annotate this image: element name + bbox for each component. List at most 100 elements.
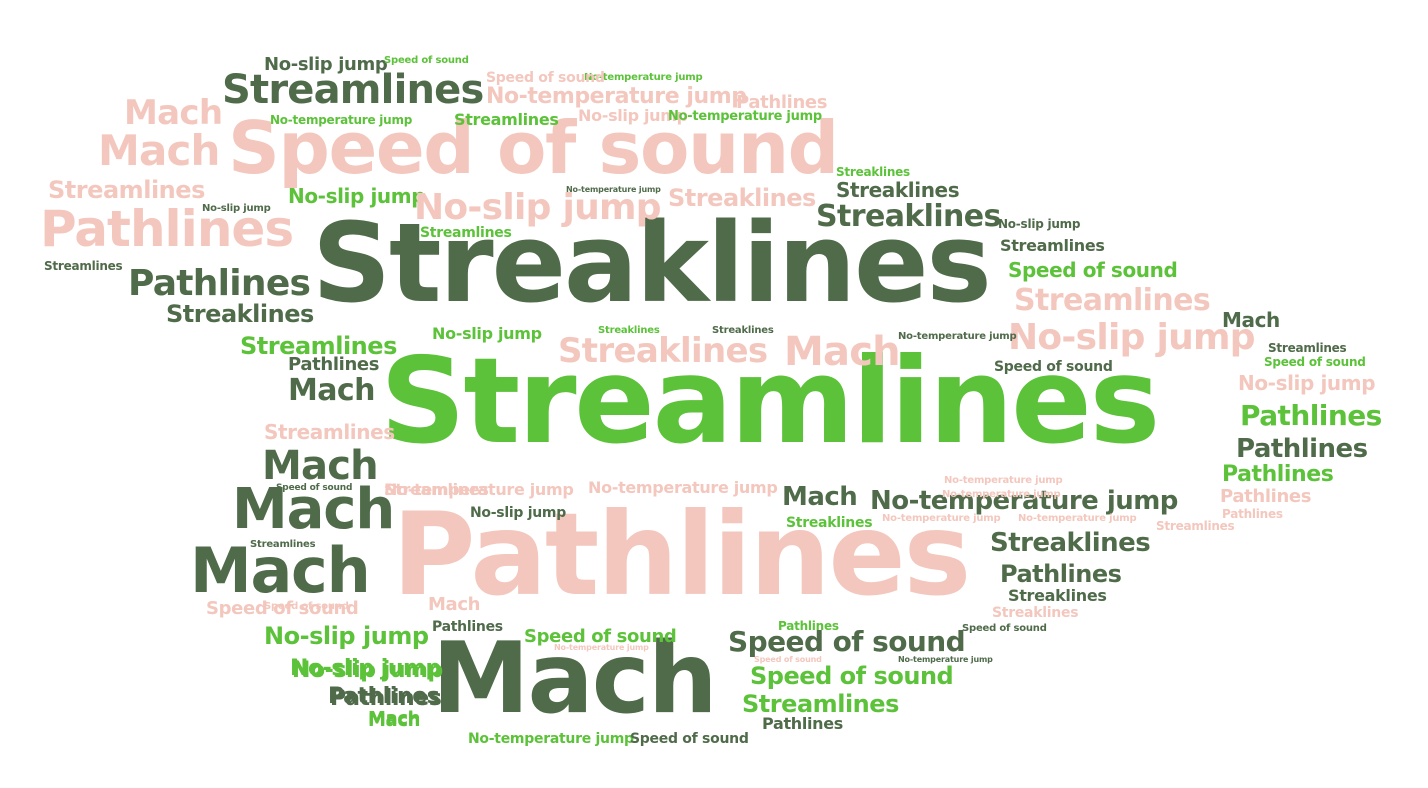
cloud-word: Mach xyxy=(368,710,421,731)
cloud-word: No-temperature jump xyxy=(588,478,778,497)
cloud-word: Pathlines xyxy=(736,92,828,113)
cloud-word: No-slip jump xyxy=(202,203,271,214)
cloud-word: Mach xyxy=(288,373,375,408)
cloud-word: Streamlines xyxy=(1156,519,1235,533)
cloud-word: Speed of sound xyxy=(1008,258,1178,282)
cloud-word: Mach xyxy=(428,594,481,615)
cloud-word: No-slip jump xyxy=(432,324,542,343)
cloud-word: Speed of sound xyxy=(630,731,749,747)
cloud-word: No-slip jump xyxy=(264,54,388,75)
cloud-word: Streamlines xyxy=(250,539,316,550)
cloud-word: Streaklines xyxy=(598,325,660,336)
cloud-word: Mach xyxy=(368,708,421,729)
cloud-word: Speed of sound xyxy=(206,598,359,619)
cloud-word: Speed of sound xyxy=(754,655,822,664)
cloud-word: Pathlines xyxy=(1220,486,1312,507)
cloud-word: Mach xyxy=(784,329,901,375)
cloud-word: No-slip jump xyxy=(264,622,429,650)
cloud-word: Mach xyxy=(232,477,395,542)
cloud-word: Streamlines xyxy=(240,332,397,360)
cloud-word: Speed of sound xyxy=(1264,355,1366,369)
cloud-word: Streaklines xyxy=(558,331,768,371)
cloud-word: Pathlines xyxy=(40,200,294,258)
cloud-word: Streaklines xyxy=(836,165,910,179)
cloud-word: No-temperature jump xyxy=(898,655,993,664)
cloud-word: Streamlines xyxy=(420,225,512,241)
cloud-word: Pathlines xyxy=(1222,462,1334,487)
cloud-word: Speed of sound xyxy=(228,106,839,190)
cloud-word: Streaklines xyxy=(816,199,1001,234)
cloud-word: Streaklines xyxy=(312,199,992,327)
cloud-word: Pathlines xyxy=(328,684,440,709)
cloud-word: Speed of sound xyxy=(264,601,349,612)
cloud-word: Streaklines xyxy=(992,605,1079,621)
cloud-word: Speed of sound xyxy=(750,662,954,690)
cloud-word: No-temperature jump xyxy=(468,731,634,747)
cloud-word: No-slip jump xyxy=(578,106,688,125)
cloud-word: Mach xyxy=(190,534,371,607)
cloud-word: Speed of sound xyxy=(486,70,605,86)
cloud-word: Pathlines xyxy=(1222,507,1283,521)
cloud-word: Streamlines xyxy=(742,690,899,718)
cloud-word: Pathlines xyxy=(128,263,311,304)
cloud-word: Pathlines xyxy=(330,686,442,711)
cloud-word: Streaklines xyxy=(1008,586,1107,605)
cloud-word: Streamlines xyxy=(264,420,395,444)
cloud-word: No-temperature jump xyxy=(566,185,661,194)
cloud-word: Streamlines xyxy=(1014,283,1211,318)
cloud-word: Speed of sound xyxy=(994,359,1113,375)
cloud-word: Streamlines xyxy=(48,176,205,204)
cloud-word: Speed of sound xyxy=(962,623,1047,634)
cloud-word: Mach xyxy=(98,126,220,175)
cloud-word: No-temperature jump xyxy=(944,475,1063,486)
cloud-word: Streaklines xyxy=(166,300,314,328)
cloud-word: No-temperature jump xyxy=(584,72,703,83)
cloud-word: Speed of sound xyxy=(276,483,353,493)
cloud-word: Mach xyxy=(432,622,718,736)
cloud-word: Speed of sound xyxy=(524,626,677,647)
cloud-word: Pathlines xyxy=(432,619,503,635)
cloud-word: Mach xyxy=(262,443,379,489)
cloud-word: Mach xyxy=(1222,308,1280,332)
cloud-word: Pathlines xyxy=(392,488,971,621)
cloud-word: Speed of sound xyxy=(728,625,966,658)
cloud-word: No-temperature jump xyxy=(486,84,747,109)
cloud-word: Pathlines xyxy=(778,619,839,633)
cloud-word: No-temperature jump xyxy=(942,489,1061,500)
cloud-word: Streamlines xyxy=(1268,341,1347,355)
cloud-word: No-slip jump xyxy=(998,217,1081,231)
cloud-word: No-temperature jump xyxy=(270,113,413,127)
cloud-word: No-slip jump xyxy=(1238,371,1376,395)
cloud-word: No-temperature jump xyxy=(668,109,822,124)
cloud-word: No-slip jump xyxy=(290,656,441,681)
cloud-word: Streamlines xyxy=(222,67,484,113)
cloud-word: Pathlines xyxy=(1000,560,1122,588)
cloud-word: Streaklines xyxy=(668,184,816,212)
cloud-word: Pathlines xyxy=(762,714,843,733)
cloud-word: Streaklines xyxy=(786,515,873,531)
cloud-word: No-slip jump xyxy=(292,658,443,683)
cloud-word: No-temperature jump xyxy=(870,486,1178,516)
cloud-word: No-temperature jump xyxy=(898,331,1017,342)
cloud-word: Pathlines xyxy=(1236,434,1368,464)
cloud-word: Streamlines xyxy=(44,259,123,273)
cloud-word: No-slip jump xyxy=(470,505,566,521)
cloud-word: Speed of sound xyxy=(384,55,469,66)
cloud-word: Streamlines xyxy=(454,110,559,129)
cloud-word: Streaklines xyxy=(836,178,960,202)
cloud-word: Pathlines xyxy=(1240,399,1382,432)
cloud-word: No-slip jump xyxy=(288,184,426,208)
cloud-word: Streamlines xyxy=(380,333,1160,471)
cloud-word: Streaklines xyxy=(990,528,1151,558)
cloud-word: Mach xyxy=(124,93,223,133)
cloud-word: Streamlines xyxy=(384,480,489,499)
cloud-word: No-temperature jump xyxy=(1018,513,1137,524)
cloud-word: No-temperature jump xyxy=(384,480,574,499)
cloud-word: No-slip jump xyxy=(1008,317,1256,358)
cloud-word: Mach xyxy=(782,482,858,512)
cloud-word: No-temperature jump xyxy=(554,643,649,652)
cloud-word: Streaklines xyxy=(712,325,774,336)
cloud-word: No-slip jump xyxy=(414,187,662,228)
cloud-word: No-temperature jump xyxy=(882,513,1001,524)
